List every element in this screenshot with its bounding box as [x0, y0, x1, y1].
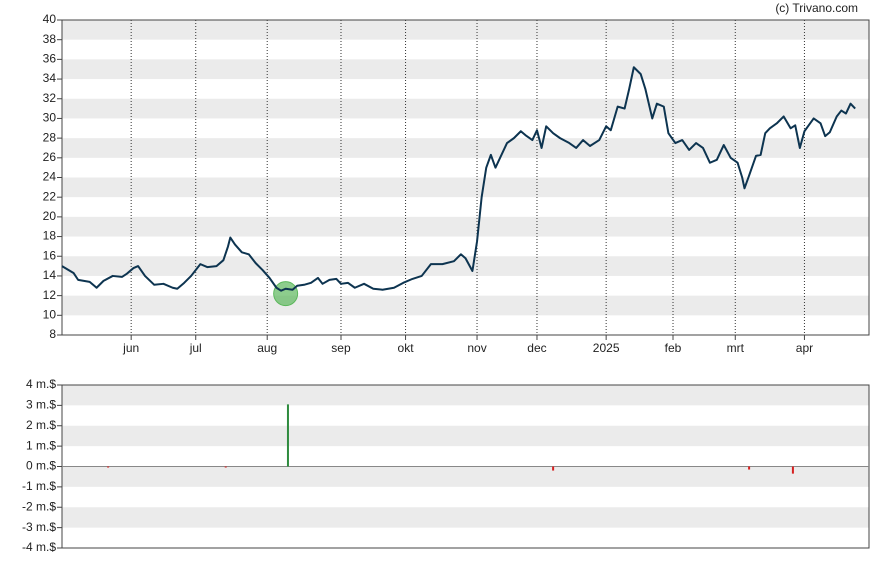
- grid-band: [62, 138, 869, 158]
- y-tick-label: 36: [43, 52, 57, 66]
- y-tick-label: 3 m.$: [26, 398, 56, 412]
- grid-band: [62, 425, 869, 447]
- x-tick-label: jun: [122, 341, 139, 355]
- y-tick-label: -3 m.$: [22, 520, 56, 534]
- y-tick-label: 1 m.$: [26, 438, 56, 452]
- grid-band: [62, 59, 869, 80]
- y-tick-label: 20: [43, 209, 57, 223]
- y-tick-label: 40: [43, 12, 57, 26]
- volume-bar: [748, 466, 751, 470]
- x-tick-label: feb: [665, 341, 682, 355]
- y-tick-label: -4 m.$: [22, 540, 56, 554]
- y-tick-label: 16: [43, 248, 57, 262]
- grid-band: [62, 216, 869, 237]
- grid-band: [62, 20, 869, 40]
- grid-band: [62, 295, 869, 316]
- x-tick-label: jul: [189, 341, 202, 355]
- y-tick-label: 22: [43, 189, 57, 203]
- volume-bar: [224, 466, 227, 468]
- y-tick-label: 26: [43, 150, 57, 164]
- grid-band: [62, 177, 869, 198]
- y-tick-label: 8: [49, 327, 56, 341]
- price-line: [61, 66, 856, 292]
- x-tick-label: apr: [796, 341, 813, 355]
- y-tick-label: 18: [43, 229, 57, 243]
- x-tick-label: okt: [398, 341, 415, 355]
- watermark: (c) Trivano.com: [775, 1, 858, 15]
- y-tick-label: 4 m.$: [26, 377, 56, 391]
- y-tick-label: 32: [43, 91, 57, 105]
- volume-bar: [107, 466, 110, 468]
- x-tick-label: sep: [331, 341, 351, 355]
- y-tick-label: 10: [43, 307, 57, 321]
- y-tick-label: 0 m.$: [26, 459, 56, 473]
- plot-frame: [61, 19, 870, 336]
- highlight-marker: [273, 281, 299, 307]
- volume-bar: [552, 466, 555, 471]
- y-tick-label: 30: [43, 111, 57, 125]
- y-tick-label: 2 m.$: [26, 418, 56, 432]
- grid-band: [62, 385, 869, 406]
- y-tick-label: 28: [43, 130, 57, 144]
- x-tick-label: nov: [467, 341, 486, 355]
- x-tick-label: aug: [257, 341, 277, 355]
- grid-band: [62, 98, 869, 119]
- y-tick-label: 38: [43, 32, 57, 46]
- x-tick-label: mrt: [727, 341, 745, 355]
- y-tick-label: 34: [43, 71, 57, 85]
- y-tick-label: -2 m.$: [22, 499, 56, 513]
- x-tick-label: dec: [527, 341, 546, 355]
- x-tick-label: 2025: [593, 341, 620, 355]
- y-tick-label: -1 m.$: [22, 479, 56, 493]
- y-tick-label: 14: [43, 268, 57, 282]
- grid-band: [62, 507, 869, 528]
- y-tick-label: 24: [43, 170, 57, 184]
- y-tick-label: 12: [43, 288, 57, 302]
- volume-bar: [791, 466, 794, 474]
- grid-band: [62, 466, 869, 487]
- volume-bar: [286, 404, 289, 467]
